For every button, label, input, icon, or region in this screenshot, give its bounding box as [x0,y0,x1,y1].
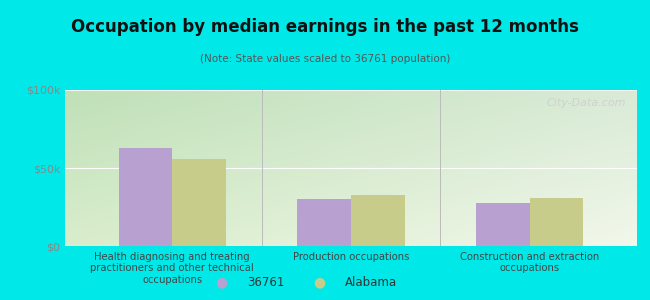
Bar [476,203,530,246]
Text: ●: ● [313,275,325,289]
Text: Alabama: Alabama [344,275,396,289]
Bar [351,194,404,246]
Text: City-Data.com: City-Data.com [546,98,625,108]
Text: (Note: State values scaled to 36761 population): (Note: State values scaled to 36761 popu… [200,54,450,64]
Text: Occupation by median earnings in the past 12 months: Occupation by median earnings in the pas… [71,18,579,36]
Text: ●: ● [215,275,227,289]
Text: 36761: 36761 [247,275,285,289]
Bar [530,198,584,246]
Bar [172,159,226,246]
Bar [118,148,172,246]
Bar [298,199,351,246]
